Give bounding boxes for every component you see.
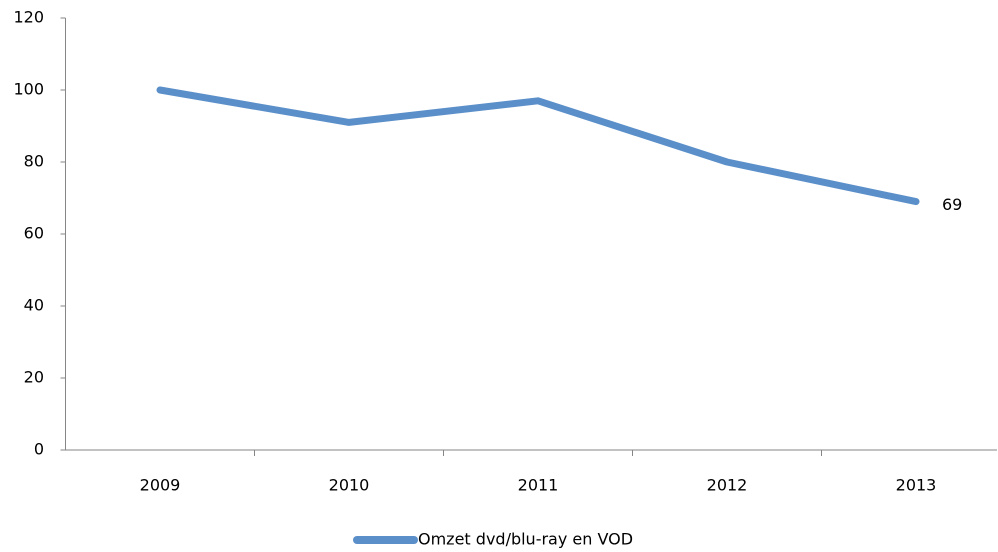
y-tick-label: 100 bbox=[13, 80, 44, 99]
legend-label: Omzet dvd/blu-ray en VOD bbox=[418, 530, 633, 549]
y-tick-label: 60 bbox=[24, 224, 44, 243]
y-tick-label: 80 bbox=[24, 152, 44, 171]
x-tick-label: 2009 bbox=[140, 476, 181, 495]
x-tick-label: 2012 bbox=[707, 476, 748, 495]
y-tick-label: 120 bbox=[13, 8, 44, 27]
y-tick-label: 40 bbox=[24, 296, 44, 315]
legend: Omzet dvd/blu-ray en VOD bbox=[353, 530, 633, 549]
x-tick-label: 2013 bbox=[896, 476, 937, 495]
y-tick-label: 0 bbox=[34, 440, 44, 459]
data-label: 69 bbox=[942, 195, 962, 214]
x-tick-label: 2011 bbox=[518, 476, 559, 495]
line bbox=[156, 86, 920, 206]
x-tick-label: 2010 bbox=[329, 476, 370, 495]
y-tick-label: 20 bbox=[24, 368, 44, 387]
